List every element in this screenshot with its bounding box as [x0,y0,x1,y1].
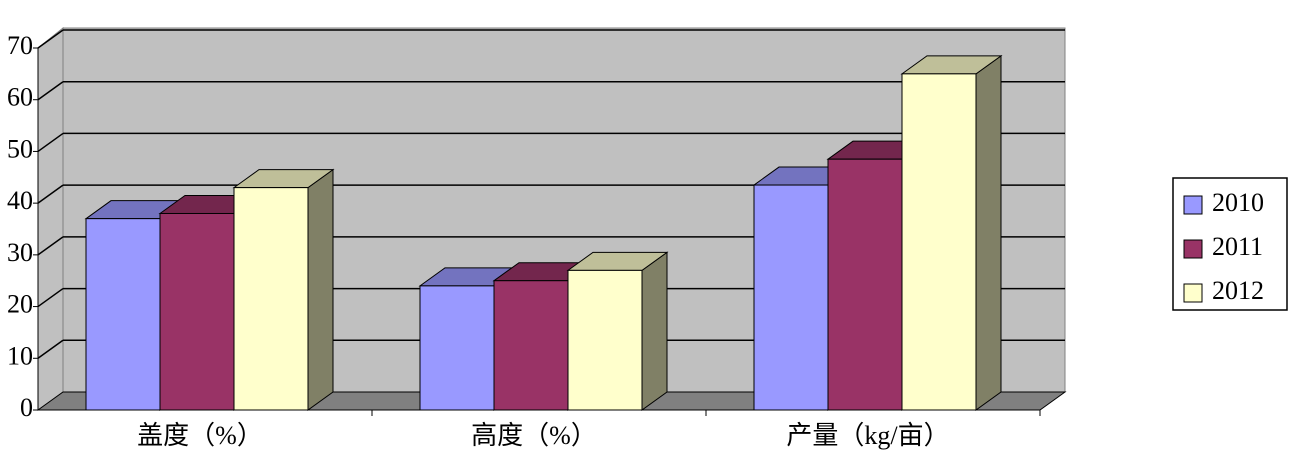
y-tick-label: 10 [7,341,33,370]
legend-label: 2011 [1212,232,1263,261]
bar [753,184,829,411]
y-tick-label: 60 [7,83,33,112]
grid-line [37,132,64,153]
bar [493,280,569,411]
grid-line [37,81,64,101]
bar-side [975,54,1002,411]
grid-line [37,184,64,204]
legend-swatch [1183,239,1203,259]
x-tick-label: 高度（%） [471,421,597,450]
bar [827,158,903,411]
grid-line [37,287,64,308]
bar [419,285,495,411]
legend-swatch [1183,195,1203,215]
bar-side [641,251,668,411]
y-tick-label: 30 [7,238,33,267]
legend-swatch [1183,283,1203,303]
y-tick-label: 70 [7,31,33,60]
y-tick-label: 40 [7,186,33,215]
bar [159,212,235,411]
bar [901,73,977,411]
grid-line [37,236,64,256]
legend-label: 2010 [1212,188,1264,217]
bar [85,218,161,411]
y-tick-label: 50 [7,134,33,163]
y-tick-label: 0 [20,393,33,422]
bar [233,187,309,411]
grid-line [37,29,64,49]
x-tick-label: 产量（kg/亩） [786,421,949,450]
bar-side [307,168,334,411]
y-tick-label: 20 [7,290,33,319]
grid-line [37,339,64,359]
x-tick-label: 盖度（%） [137,421,263,450]
legend-label: 2012 [1212,276,1264,305]
bar [567,269,643,411]
